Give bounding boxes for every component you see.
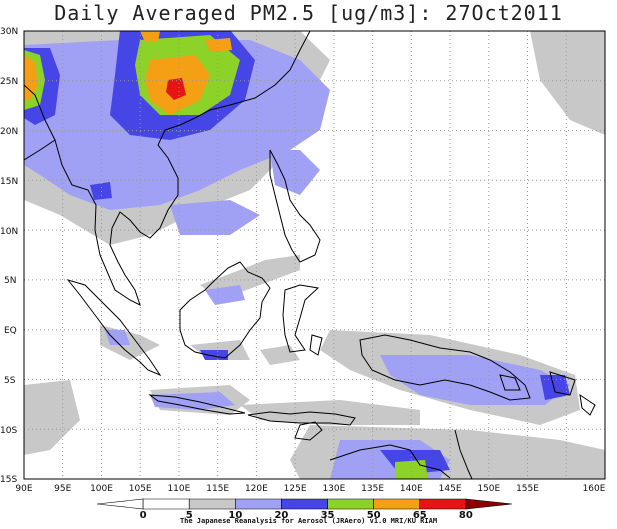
colorbar-tick-label: 50 [367,510,381,521]
colorbar-swatch [281,498,328,510]
lon-label: 135E [361,484,384,494]
lon-label: 120E [245,484,268,494]
lat-label: 25N [0,77,18,87]
lon-label: 105E [129,484,152,494]
pm25-shading [24,31,605,479]
colorbar-tick-label: 80 [459,510,473,521]
lon-label: 160E [583,484,606,494]
lon-label: 110E [167,484,190,494]
longitude-labels: 90E 95E 100E 105E 110E 115E 120E 125E 13… [15,484,605,494]
colorbar-tick-label: 0 [140,510,147,521]
lat-label: 10S [0,426,17,436]
map-title: Daily Averaged PM2.5 [ug/m3]: 27Oct2011 [54,1,563,25]
lat-label: 15S [0,475,17,485]
colorbar-swatch [327,498,374,510]
lon-label: 130E [322,484,345,494]
lat-label: 5N [4,276,16,286]
lat-label: 20N [0,127,18,137]
colorbar-swatch [373,498,421,510]
colorbar-swatch [465,498,513,510]
colorbar-tick-label: 5 [186,510,193,521]
colorbar-swatch [96,498,144,510]
colorbar-tick-label: 10 [228,510,242,521]
lat-label: EQ [4,326,17,336]
lon-label: 150E [477,484,500,494]
lat-label: 15N [0,177,18,187]
colorbar-swatch [235,498,282,510]
lon-label: 100E [90,484,113,494]
lon-label: 155E [516,484,539,494]
colorbar-tick-label: 35 [321,510,335,521]
colorbar-tick-label: 65 [413,510,427,521]
coastlines [24,31,596,479]
lat-label: 10N [0,227,18,237]
latitude-labels: 30N 25N 20N 15N 10N 5N EQ 5S 10S 15S [0,27,18,485]
colorbar-swatch [142,498,190,510]
lon-label: 145E [439,484,462,494]
colorbar-swatch [419,498,467,510]
lat-label: 5S [4,376,16,386]
lat-label: 30N [0,27,18,37]
lon-label: 115E [206,484,229,494]
lon-label: 125E [284,484,307,494]
lon-label: 140E [400,484,423,494]
colorbar-swatch [188,498,236,510]
colorbar: 0 5 10 20 35 50 65 80 [96,498,513,521]
credit-line: The Japanese Reanalysis for Aerosol (JRA… [179,517,438,525]
lon-label: 95E [54,484,71,494]
colorbar-tick-label: 20 [274,510,288,521]
lon-label: 90E [15,484,32,494]
map-frame [23,30,606,480]
